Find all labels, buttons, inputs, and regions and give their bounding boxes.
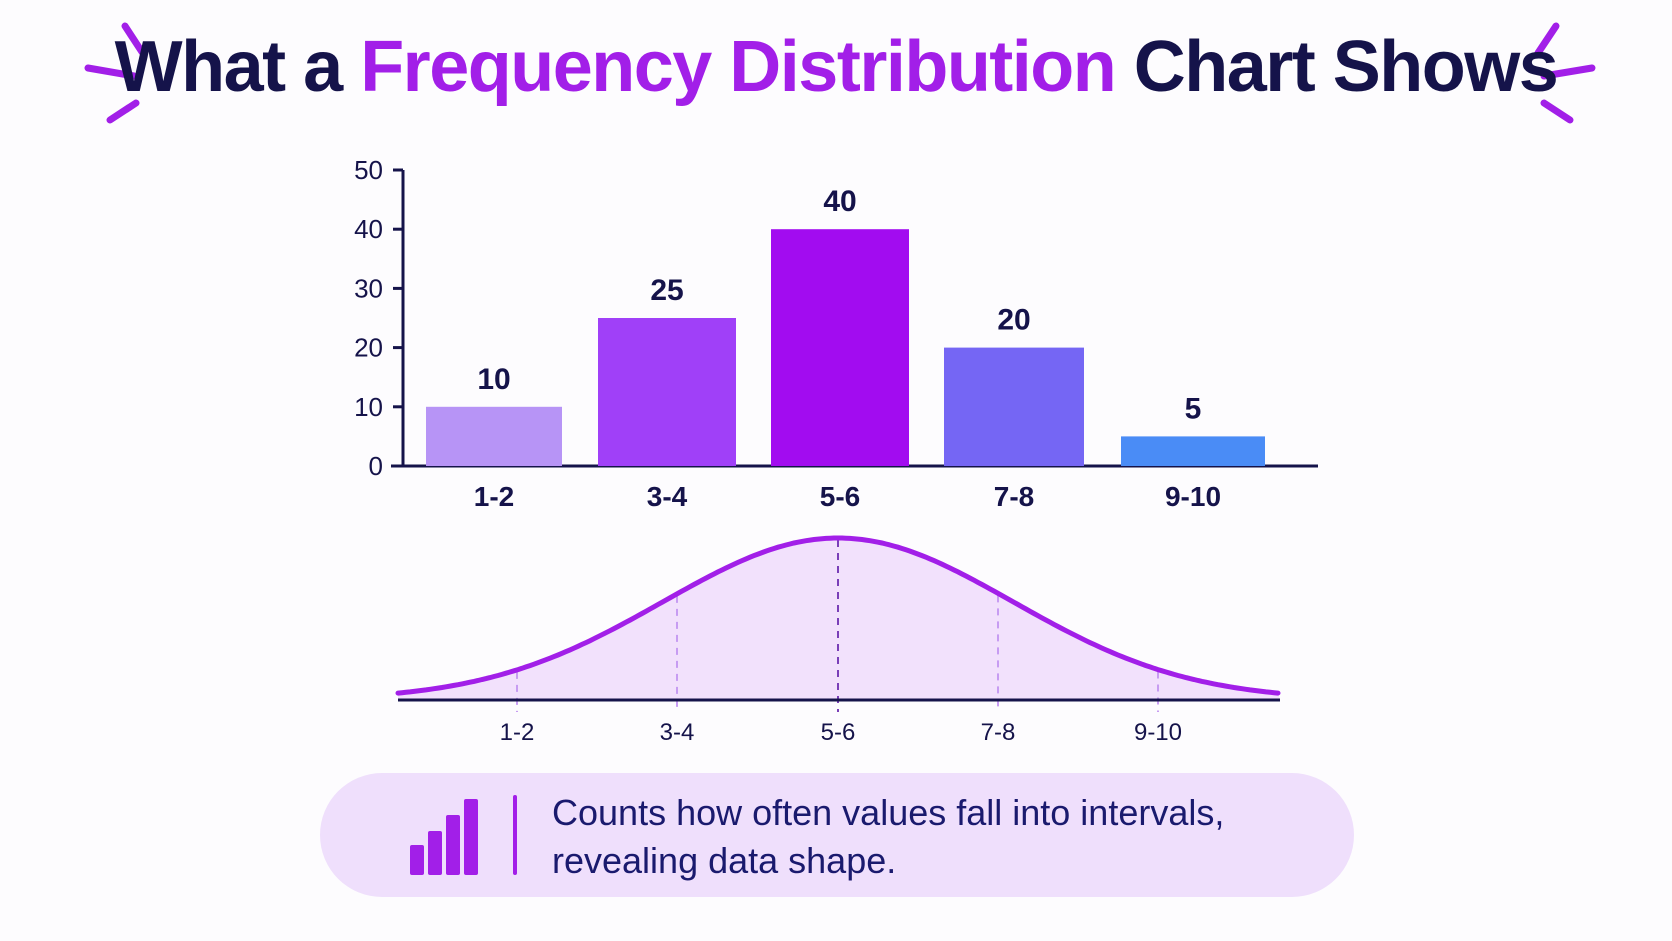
curve-tick-label-9-10: 9-10 bbox=[1134, 719, 1182, 746]
data-label-5-6: 40 bbox=[823, 185, 856, 218]
ray-right-mid bbox=[1540, 64, 1596, 80]
frequency-bar-chart: 0 10 20 30 40 50 10 1-2 25 3-4 40 5-6 20 7-8 5 9-10 bbox=[354, 155, 1318, 512]
title-sparkle-rays bbox=[84, 22, 1596, 124]
caption-line-2: revealing data shape. bbox=[552, 840, 897, 881]
bar-1-2 bbox=[426, 406, 562, 466]
x-tick-label-7-8: 7-8 bbox=[994, 481, 1034, 512]
page-title: What a Frequency Distribution Chart Show… bbox=[0, 27, 1672, 107]
title-part-1: What a bbox=[114, 27, 361, 107]
caption-text: Counts how often values fall into interv… bbox=[552, 789, 1312, 885]
bar-7-8 bbox=[944, 347, 1084, 466]
caption-line-1: Counts how often values fall into interv… bbox=[552, 792, 1225, 833]
ray-left-bottom bbox=[106, 99, 140, 124]
data-label-3-4: 25 bbox=[650, 274, 683, 307]
ray-left-mid bbox=[84, 64, 138, 80]
data-label-9-10: 5 bbox=[1185, 392, 1202, 425]
bar-3-4 bbox=[598, 318, 736, 466]
y-tick-label-20: 20 bbox=[354, 333, 383, 363]
y-tick-label-0: 0 bbox=[369, 451, 383, 481]
x-tick-label-1-2: 1-2 bbox=[474, 481, 514, 512]
x-tick-label-3-4: 3-4 bbox=[647, 481, 688, 512]
data-label-7-8: 20 bbox=[997, 304, 1030, 337]
x-tick-label-9-10: 9-10 bbox=[1165, 481, 1221, 512]
title-part-2: Chart Shows bbox=[1115, 27, 1559, 107]
title-accent: Frequency Distribution bbox=[360, 27, 1117, 107]
data-label-1-2: 10 bbox=[477, 363, 510, 396]
x-tick-label-5-6: 5-6 bbox=[820, 481, 860, 512]
curve-tick-label-3-4: 3-4 bbox=[660, 719, 695, 746]
caption-box: Counts how often values fall into interv… bbox=[320, 773, 1354, 897]
bar-9-10 bbox=[1121, 436, 1265, 466]
y-tick-label-10: 10 bbox=[354, 392, 383, 422]
y-tick-label-40: 40 bbox=[354, 214, 383, 244]
bar-5-6 bbox=[771, 229, 909, 466]
ray-left-top bbox=[121, 22, 146, 56]
curve-tick-label-7-8: 7-8 bbox=[981, 719, 1016, 746]
bar-chart-icon bbox=[410, 799, 478, 875]
curve-tick-label-1-2: 1-2 bbox=[500, 719, 535, 746]
y-tick-label-30: 30 bbox=[354, 273, 383, 303]
caption-divider bbox=[513, 795, 517, 875]
curve-tick-label-5-6: 5-6 bbox=[821, 719, 856, 746]
bell-curve-line bbox=[395, 535, 1281, 696]
ray-right-bottom bbox=[1540, 99, 1574, 124]
ray-right-top bbox=[1534, 22, 1560, 57]
y-tick-label-50: 50 bbox=[354, 155, 383, 185]
